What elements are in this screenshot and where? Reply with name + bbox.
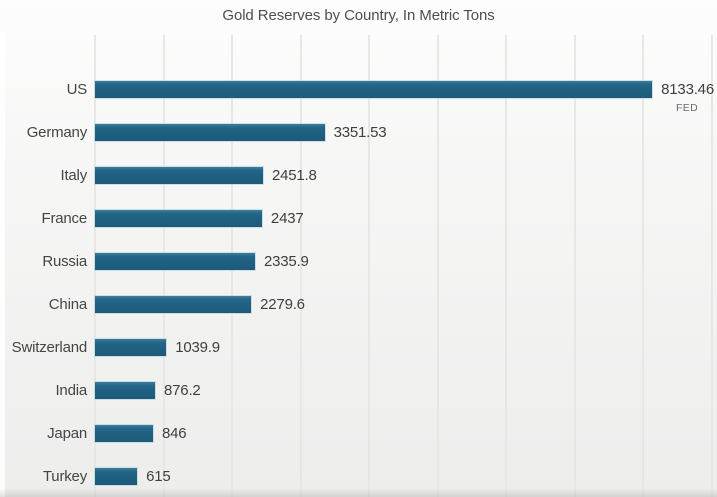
chart-title: Gold Reserves by Country, In Metric Tons	[222, 7, 495, 24]
value-label: 2279.6	[260, 295, 305, 313]
bar	[95, 296, 252, 313]
value-label: 3351.53	[333, 123, 387, 141]
bar	[95, 210, 262, 227]
country-label: France	[41, 209, 88, 227]
gridline	[299, 35, 302, 497]
value-label: 2437	[270, 209, 304, 227]
bar	[95, 81, 653, 98]
gridline	[505, 35, 507, 497]
country-label: China	[48, 295, 87, 313]
bar	[95, 167, 263, 184]
plot-area: US 8133.46 Germany 3351.53 Italy 2451.8 France…	[0, 35, 717, 497]
value-label: 2335.9	[264, 252, 309, 270]
country-label: Turkey	[42, 467, 87, 485]
left-edge-strip	[0, 33, 5, 497]
country-label: Switzerland	[11, 338, 88, 356]
value-label: 846	[161, 424, 187, 442]
country-label: Japan	[47, 424, 87, 442]
gridline	[573, 35, 576, 497]
gridline	[710, 35, 713, 497]
country-label: Russia	[42, 252, 87, 270]
value-label: 876.2	[164, 381, 201, 399]
bar	[95, 339, 167, 356]
bar	[95, 468, 138, 485]
country-label: US	[66, 80, 88, 98]
bar	[95, 425, 153, 442]
country-label: Italy	[60, 166, 87, 184]
gridline	[436, 35, 439, 497]
bar	[95, 124, 325, 141]
fed-annotation: FED	[676, 102, 698, 114]
value-label: 615	[146, 467, 171, 485]
value-label: 1039.9	[175, 338, 220, 356]
gridline	[368, 35, 370, 497]
bottom-shade	[0, 488, 717, 497]
gridline	[642, 35, 644, 497]
value-label: 2451.8	[271, 166, 317, 184]
bar	[95, 382, 156, 399]
country-label: Germany	[26, 123, 87, 141]
value-label: 8133.46	[661, 80, 714, 98]
bar	[95, 253, 255, 270]
country-label: India	[55, 381, 87, 399]
